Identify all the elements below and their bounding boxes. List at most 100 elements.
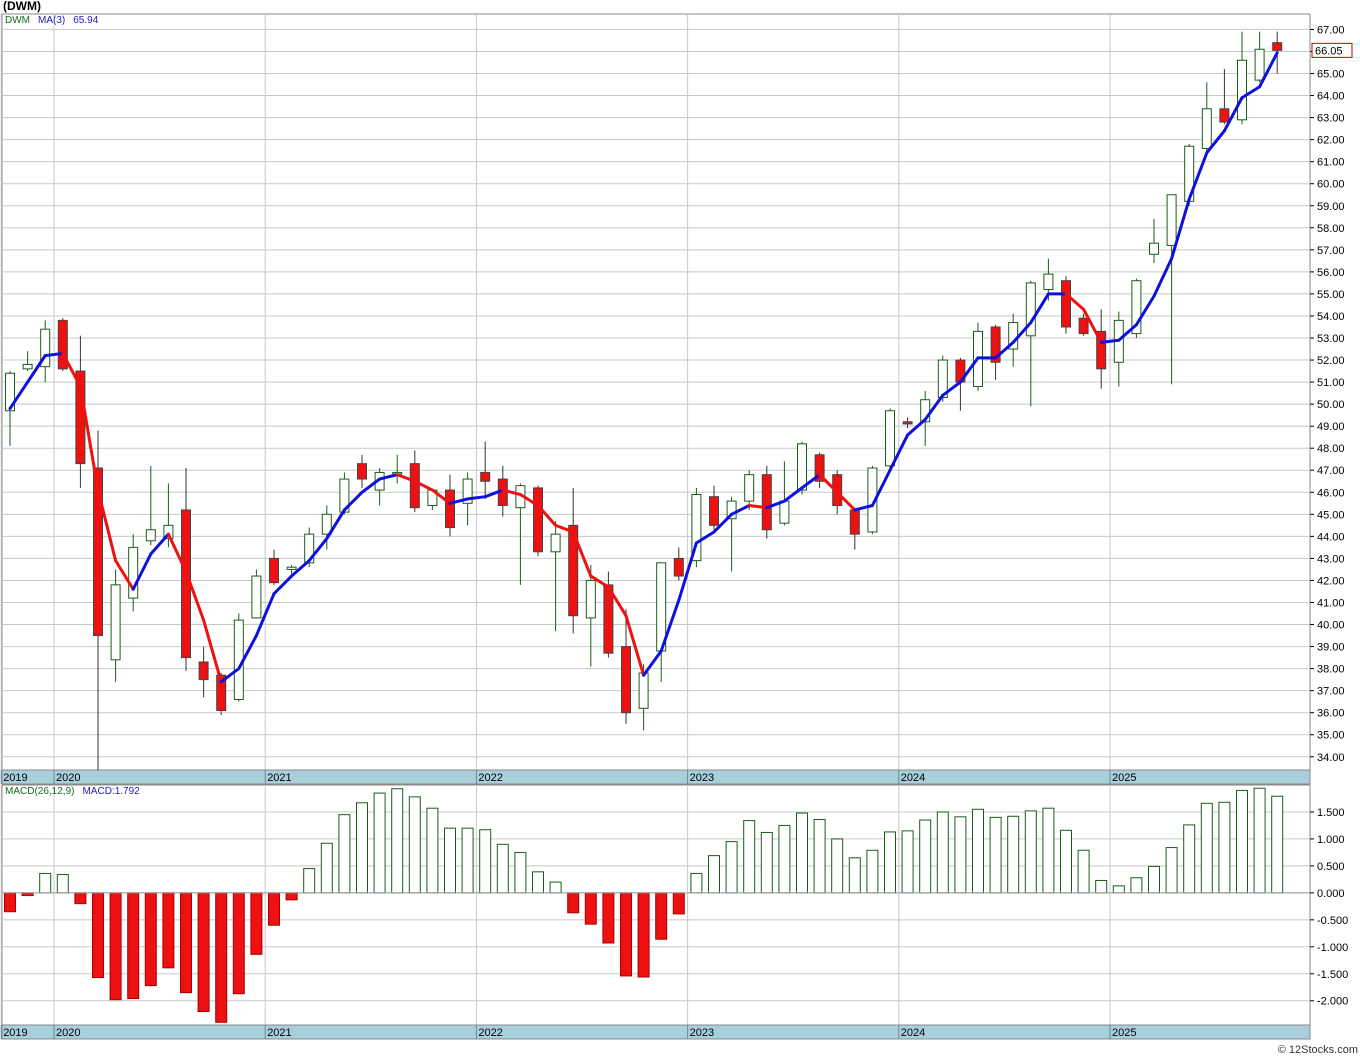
candle-body [1237,59,1247,121]
macd-bar [408,796,421,894]
candle-body [990,326,1001,363]
candle [1149,218,1159,264]
candle-body [1096,330,1107,370]
ma-segment [466,495,487,501]
candle [233,613,244,702]
macd-bar [813,819,826,894]
ma-segment [1099,338,1121,344]
candle-body [1201,108,1212,149]
candle-body [832,474,843,507]
candle [902,417,913,429]
candle-body [409,463,420,509]
ma-segment [360,477,382,494]
macd-bar [1042,807,1055,894]
candle [1025,280,1036,407]
candle [145,465,156,546]
candle-body [216,674,227,711]
ma-segment [747,504,769,510]
candle-body [1254,48,1265,81]
ma-segment [571,530,593,578]
ma-segment [730,504,751,516]
ma-segment [677,541,698,602]
price-year-label: 2024 [901,772,925,784]
candle [867,465,878,535]
candle [726,496,737,572]
price-ytick-label: 48.00 [1317,443,1345,455]
candle [1131,278,1142,338]
macd-bar [180,892,192,994]
candle-body [128,546,139,599]
macd-bar [285,892,298,901]
ma-segment [1029,292,1050,325]
moving-average [8,51,1279,684]
macd-legend-indicator: MACD(26,12,9) [5,786,75,797]
candle-body [761,474,772,531]
ma-segment [694,530,716,545]
candle-body [867,467,878,533]
price-ytick-label: 39.00 [1317,642,1345,654]
price-ytick-label: 45.00 [1317,509,1345,521]
candle-body [145,529,156,542]
candle-body [462,478,473,504]
price-legend-symbol: DWM [5,15,30,26]
ma-segment [501,488,522,496]
candle [22,351,33,372]
ma-segment [1258,51,1279,89]
price-ytick-label: 67.00 [1317,24,1345,36]
candle-body [1078,317,1089,335]
ma-segment [853,504,874,512]
macd-bar [901,830,914,894]
ma-segment [342,490,364,512]
ma-segment [43,351,65,358]
candle [885,408,895,469]
macd-bar [144,892,157,987]
candle [673,547,684,581]
ma-segment [413,479,434,492]
price-ytick-label: 59.00 [1317,201,1345,213]
macd-bar [1148,865,1160,894]
price-ytick-label: 37.00 [1317,686,1345,698]
price-ytick-label: 54.00 [1317,311,1345,323]
macd-bar [479,829,492,894]
macd-bar [831,838,844,894]
ma-segment [378,473,399,481]
candles [5,31,1283,770]
macd-year-label: 2024 [901,1027,925,1039]
macd-bar [391,788,404,894]
chart-title: (DWM) [3,0,41,13]
macd-bar [743,820,756,894]
macd-bar [250,892,263,955]
price-ytick-label: 63.00 [1317,113,1345,125]
candle [1078,313,1089,336]
macd-year-label: 2023 [690,1027,714,1039]
candle [1201,82,1212,156]
candle [1237,31,1247,125]
macd-year-label: 2021 [267,1027,291,1039]
candle-body [550,533,561,553]
macd-bar [356,802,368,894]
ma-segment [219,667,241,684]
ma-segment [818,473,839,494]
macd-bar [584,892,597,925]
credit-text: © 12Stocks.com [1277,1044,1358,1056]
macd-bar [444,827,456,894]
macd-ytick-label: -2.000 [1317,996,1348,1008]
ma-segment [906,418,927,437]
macd-bar [637,892,650,978]
candle [1254,31,1265,83]
candle-body [797,443,807,491]
macd-bar [725,841,738,894]
candle [128,534,139,612]
candle [286,565,297,574]
candle-body [744,474,755,502]
candle-body [40,328,51,368]
ma-segment [1240,85,1262,100]
macd-bar [162,892,175,969]
ma-segment [1082,307,1103,344]
ma-segment [941,380,962,397]
ma-segment [589,574,610,589]
price-ytick-label: 53.00 [1317,333,1345,345]
ma-segment [624,614,646,677]
candle-body [779,500,790,524]
ma-segment [554,523,575,534]
